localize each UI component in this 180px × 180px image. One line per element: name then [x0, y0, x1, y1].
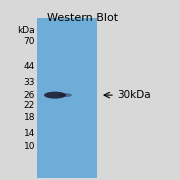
Text: 33: 33	[24, 78, 35, 87]
Text: 30kDa: 30kDa	[117, 90, 151, 100]
Text: 18: 18	[24, 114, 35, 123]
Text: Western Blot: Western Blot	[48, 13, 119, 23]
Ellipse shape	[44, 92, 66, 99]
Text: 70: 70	[24, 37, 35, 46]
Text: 44: 44	[24, 62, 35, 71]
Text: 22: 22	[24, 101, 35, 110]
Ellipse shape	[58, 93, 72, 97]
Bar	[37, 18, 97, 178]
Text: 26: 26	[24, 91, 35, 100]
Text: 14: 14	[24, 129, 35, 138]
Text: kDa: kDa	[17, 26, 35, 35]
Text: 10: 10	[24, 142, 35, 151]
